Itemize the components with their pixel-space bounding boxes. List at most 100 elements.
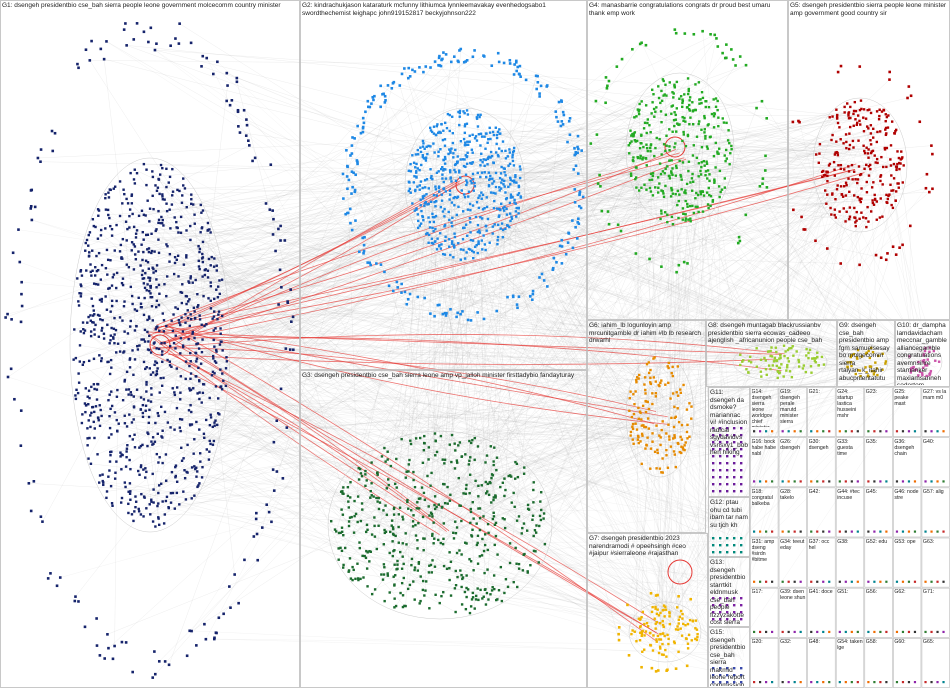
node [147, 415, 151, 419]
edge [505, 208, 517, 491]
edge [740, 191, 930, 356]
group-panel [706, 320, 837, 387]
node [133, 245, 137, 248]
node [196, 305, 199, 309]
edge [189, 190, 500, 391]
node [224, 367, 228, 370]
node [94, 405, 98, 408]
edge [714, 169, 900, 660]
node [201, 260, 205, 264]
edge [535, 75, 661, 220]
edge [123, 179, 682, 286]
node [171, 167, 174, 171]
node [209, 299, 212, 302]
edge [387, 182, 847, 460]
node [212, 439, 216, 443]
small-panel [778, 437, 807, 488]
node [86, 437, 89, 440]
edge [665, 163, 862, 189]
node [90, 274, 93, 277]
edge [471, 250, 665, 617]
edge [466, 252, 841, 264]
node [96, 237, 100, 240]
node [140, 338, 143, 341]
node [145, 168, 148, 171]
edge [672, 129, 702, 425]
edge [138, 191, 174, 347]
edge [106, 375, 869, 492]
edge [447, 486, 722, 592]
node [178, 189, 181, 193]
node [153, 440, 157, 443]
edge [85, 213, 346, 251]
node [193, 222, 196, 225]
node [112, 273, 116, 276]
edge [212, 110, 468, 373]
edge [661, 144, 691, 267]
edge [450, 163, 898, 310]
edge [667, 353, 854, 670]
edge [681, 106, 736, 660]
edge [628, 145, 915, 363]
node [134, 236, 138, 239]
edge [121, 158, 878, 503]
edge [656, 353, 780, 469]
edge [518, 193, 725, 436]
edge [361, 76, 538, 477]
node [145, 470, 148, 474]
edge [641, 101, 680, 639]
node [130, 194, 133, 198]
node [173, 507, 177, 510]
group-panel [708, 387, 750, 497]
edge [135, 133, 850, 346]
edge [792, 345, 867, 359]
node [208, 423, 212, 427]
edge [645, 107, 757, 402]
edge [143, 131, 878, 349]
node [151, 194, 154, 198]
node [162, 376, 165, 380]
node [158, 173, 162, 176]
edge [341, 550, 670, 625]
node [146, 348, 150, 351]
node [98, 481, 101, 484]
node [160, 221, 164, 225]
node [118, 180, 122, 183]
edge [460, 249, 678, 409]
node [155, 361, 159, 365]
node [189, 388, 193, 392]
edge [470, 232, 770, 364]
edge [126, 45, 864, 118]
edge [652, 370, 936, 651]
node [154, 328, 157, 331]
node [122, 188, 125, 191]
node [195, 342, 198, 346]
node [104, 227, 107, 230]
edge [657, 358, 813, 618]
edge [458, 206, 876, 374]
node [134, 495, 137, 498]
edge [454, 109, 865, 234]
edge [648, 353, 881, 410]
edge [497, 155, 680, 620]
edge [650, 151, 848, 192]
node [132, 268, 136, 271]
node [200, 211, 203, 214]
node [215, 348, 218, 352]
edge [458, 172, 682, 612]
small-panel [750, 437, 779, 488]
edge [95, 155, 493, 276]
node [74, 397, 78, 401]
edge [202, 257, 739, 449]
key-edge [168, 354, 774, 365]
edge [180, 338, 665, 620]
edge [494, 224, 823, 358]
edge [434, 354, 909, 506]
edge [681, 143, 696, 207]
edge [562, 124, 855, 355]
node [219, 327, 222, 330]
edge [177, 308, 451, 537]
edge [676, 145, 926, 366]
edge [497, 208, 868, 366]
edge [128, 394, 373, 535]
